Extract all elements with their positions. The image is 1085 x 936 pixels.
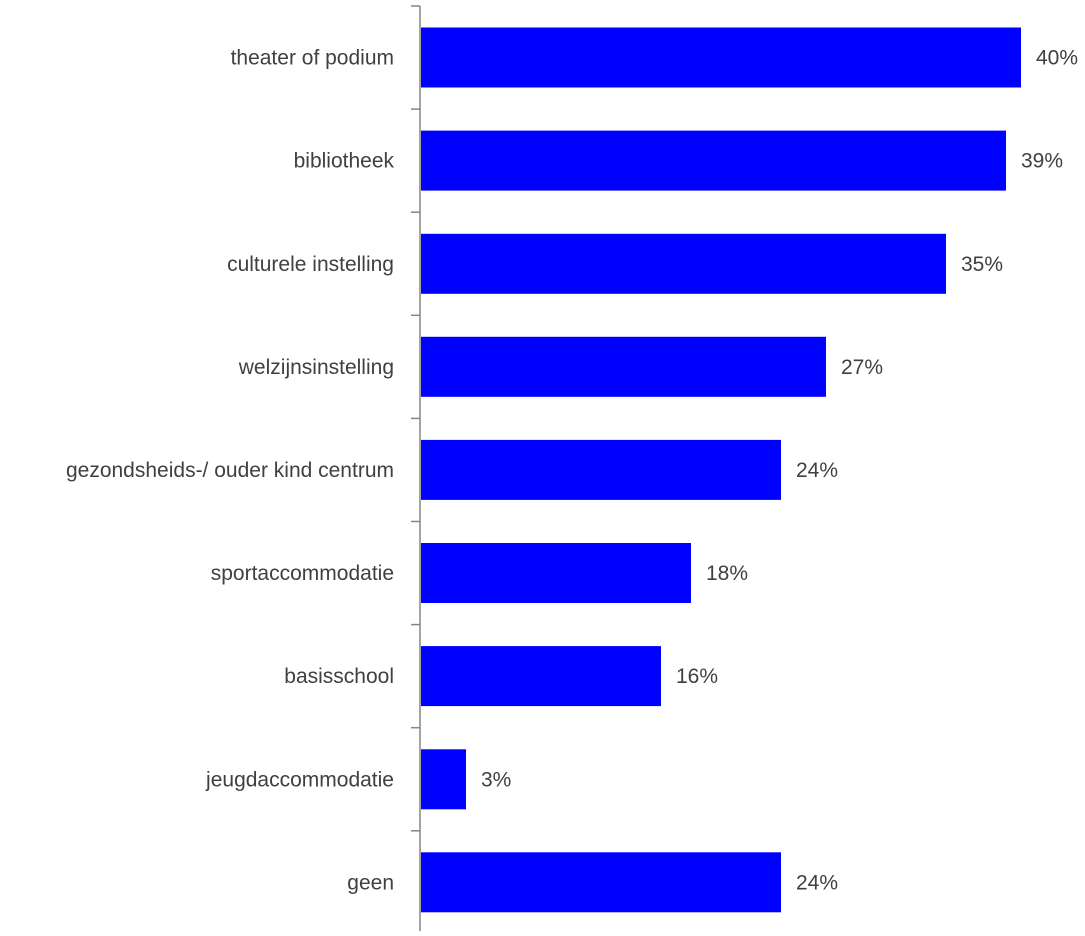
category-label: jeugdaccommodatie [205,768,394,791]
data-label: 27% [841,356,883,379]
bar [421,336,826,397]
category-label: welzijnsinstelling [238,356,394,379]
data-label: 40% [1036,47,1078,70]
category-label: gezondsheids-/ ouder kind centrum [66,459,394,482]
data-label: 18% [706,562,748,585]
data-label: 16% [676,665,718,688]
category-label: theater of podium [231,47,394,70]
category-axis [411,5,421,935]
category-label: culturele instelling [227,253,394,276]
category-labels-group: theater of podium bibliotheek culturele in… [66,47,395,895]
category-label: bibliotheek [294,150,395,173]
data-label: 35% [961,253,1003,276]
data-label: 3% [481,768,511,791]
bar [421,439,781,500]
data-label: 24% [796,459,838,482]
value-labels-group: 40% 39% 35% 27% 24% 18% 16% 3% 24% [481,47,1078,895]
category-label: sportaccommodatie [211,562,394,585]
bar [421,27,1021,88]
bar [421,646,661,707]
bar [421,749,466,810]
bar [421,130,1006,191]
bar [421,543,691,603]
bar [421,852,781,913]
bar [421,233,946,294]
bars-group [421,27,1021,913]
data-label: 39% [1021,150,1063,173]
category-label: geen [347,871,394,894]
category-label: basisschool [284,665,394,688]
data-label: 24% [796,871,838,894]
